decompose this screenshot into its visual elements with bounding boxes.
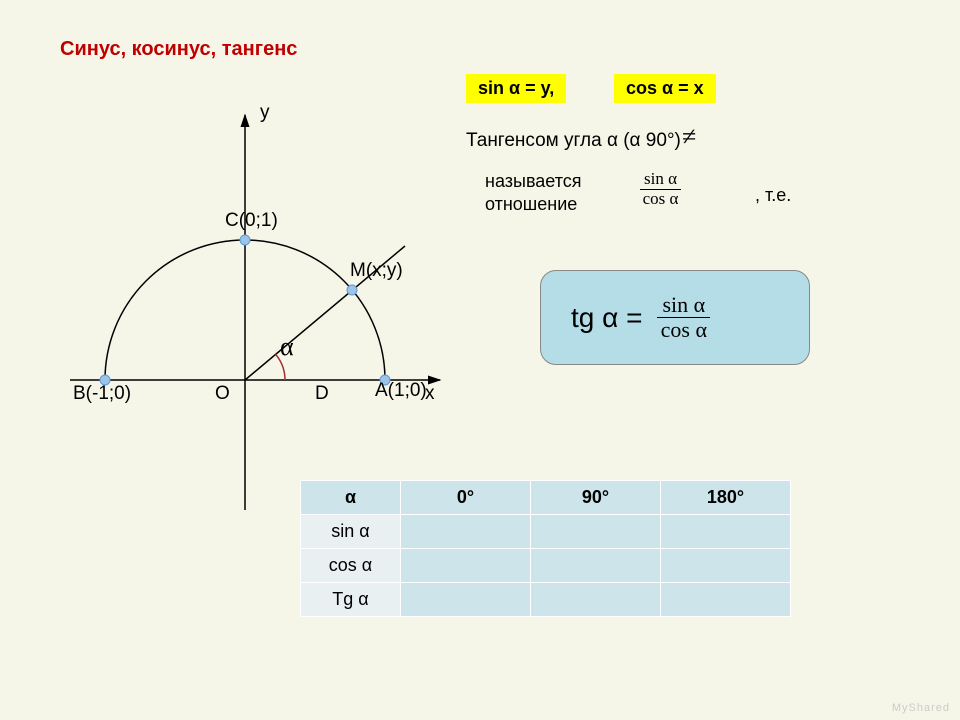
te-text: , т.е. xyxy=(755,185,791,206)
table-cell xyxy=(661,549,791,583)
table-cell xyxy=(401,515,531,549)
tangent-definition-text: Тангенсом угла α (α 90°) xyxy=(466,130,681,152)
point-m-label: M(x;y) xyxy=(350,260,403,282)
cos-formula-box: cos α = x xyxy=(614,74,716,103)
table-header-alpha: α xyxy=(301,481,401,515)
fraction-numerator: sin α xyxy=(640,170,681,190)
table-cell xyxy=(661,515,791,549)
table-row: Tg α xyxy=(301,583,791,617)
page-title: Синус, косинус, тангенс xyxy=(60,38,297,61)
y-axis-label: y xyxy=(260,102,270,124)
point-a-label: A(1;0) xyxy=(375,380,427,402)
watermark: MyShared xyxy=(892,702,950,714)
diagram-svg xyxy=(45,100,445,520)
table-cell xyxy=(531,549,661,583)
tg-fraction-denominator: cos α xyxy=(657,318,710,342)
tangent-formula-box: tg α = sin α cos α xyxy=(540,270,810,365)
point-d-label: D xyxy=(315,383,329,405)
alpha-angle-label: α xyxy=(280,332,294,362)
tg-fraction-numerator: sin α xyxy=(657,293,710,318)
tg-equals-label: tg α = xyxy=(571,302,642,334)
unit-circle-diagram: y x O D A(1;0) B(-1;0) C(0;1) M(x;y) α xyxy=(45,100,445,520)
table-row-label: sin α xyxy=(301,515,401,549)
table-header-180: 180° xyxy=(661,481,791,515)
table-cell xyxy=(401,583,531,617)
table-row-label: Tg α xyxy=(301,583,401,617)
sin-cos-fraction: sin α cos α xyxy=(640,170,681,208)
point-b-label: B(-1;0) xyxy=(73,383,131,405)
table-cell xyxy=(531,583,661,617)
table-header-90: 90° xyxy=(531,481,661,515)
fraction-denominator: cos α xyxy=(640,190,681,209)
table-header-row: α 0° 90° 180° xyxy=(301,481,791,515)
table-cell xyxy=(531,515,661,549)
point-c-label: C(0;1) xyxy=(225,210,278,232)
trig-values-table: α 0° 90° 180° sin α cos α Tg α xyxy=(300,480,791,617)
not-equal-icon: ≠ xyxy=(682,122,696,152)
table-row: sin α xyxy=(301,515,791,549)
relation-text: называется отношение xyxy=(485,170,582,217)
origin-label: O xyxy=(215,383,230,405)
table-row-label: cos α xyxy=(301,549,401,583)
table-row: cos α xyxy=(301,549,791,583)
table-header-0: 0° xyxy=(401,481,531,515)
table-cell xyxy=(661,583,791,617)
tg-fraction: sin α cos α xyxy=(657,293,710,342)
table-cell xyxy=(401,549,531,583)
sin-formula-box: sin α = y, xyxy=(466,74,566,103)
